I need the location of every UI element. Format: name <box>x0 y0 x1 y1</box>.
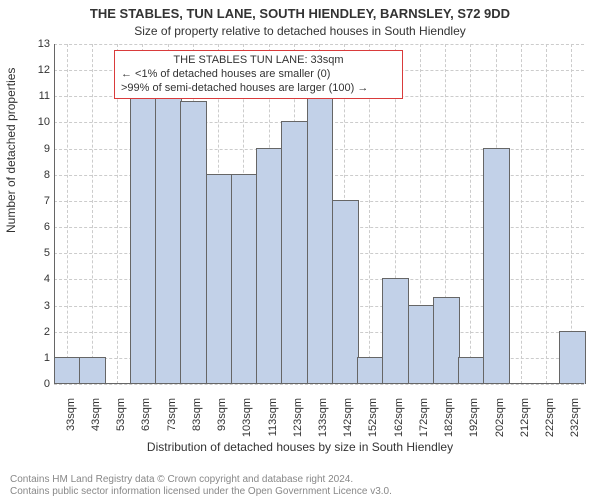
y-axis-line <box>54 44 55 384</box>
bar <box>433 297 460 384</box>
x-tick-label: 202sqm <box>494 398 506 437</box>
bar <box>180 101 207 384</box>
y-tick-label: 7 <box>28 195 50 207</box>
bar <box>332 200 359 384</box>
bar <box>458 357 485 384</box>
y-tick-label: 1 <box>28 352 50 364</box>
x-tick-label: 142sqm <box>342 398 354 437</box>
y-tick-label: 5 <box>28 247 50 259</box>
x-tick-label: 152sqm <box>367 398 379 437</box>
bar <box>281 121 308 384</box>
x-tick-label: 182sqm <box>443 398 455 437</box>
y-tick-label: 11 <box>28 90 50 102</box>
footer-line-1: Contains HM Land Registry data © Crown c… <box>10 474 590 486</box>
bar <box>130 95 157 384</box>
x-tick-label: 103sqm <box>241 398 253 437</box>
bar <box>408 305 435 384</box>
grid-line-h <box>54 384 584 385</box>
x-tick-label: 43sqm <box>90 398 102 431</box>
x-tick-label: 93sqm <box>216 398 228 431</box>
y-tick-label: 10 <box>28 116 50 128</box>
plot-area: THE STABLES TUN LANE: 33sqm← <1% of deta… <box>54 44 584 384</box>
y-tick-label: 9 <box>28 143 50 155</box>
y-tick-label: 12 <box>28 64 50 76</box>
grid-line-v <box>92 44 93 384</box>
y-axis-label: Number of detached properties <box>4 68 18 233</box>
x-tick-label: 113sqm <box>267 398 279 436</box>
bar <box>382 278 409 384</box>
x-tick-label: 83sqm <box>191 398 203 431</box>
grid-line-v <box>521 44 522 384</box>
chart-container: { "title": { "text": "THE STABLES, TUN L… <box>0 0 600 500</box>
x-axis-label: Distribution of detached houses by size … <box>0 440 600 454</box>
bar <box>206 174 233 384</box>
x-tick-label: 172sqm <box>418 398 430 437</box>
annotation-title: THE STABLES TUN LANE: 33sqm <box>121 54 396 68</box>
y-tick-label: 8 <box>28 169 50 181</box>
bar <box>54 357 81 384</box>
y-tick-label: 3 <box>28 300 50 312</box>
y-tick-label: 0 <box>28 378 50 390</box>
x-tick-label: 123sqm <box>292 398 304 437</box>
bar <box>307 69 334 384</box>
annotation-box: THE STABLES TUN LANE: 33sqm← <1% of deta… <box>114 50 403 99</box>
x-tick-label: 63sqm <box>140 398 152 431</box>
chart-title: THE STABLES, TUN LANE, SOUTH HIENDLEY, B… <box>0 6 600 21</box>
bar <box>256 148 283 384</box>
bar <box>357 357 384 384</box>
x-tick-label: 232sqm <box>569 398 581 437</box>
x-tick-label: 53sqm <box>115 398 127 431</box>
y-tick-label: 13 <box>28 38 50 50</box>
grid-line-v <box>546 44 547 384</box>
y-tick-label: 6 <box>28 221 50 233</box>
grid-line-v <box>470 44 471 384</box>
x-tick-label: 192sqm <box>468 398 480 437</box>
x-tick-label: 73sqm <box>166 398 178 431</box>
bar <box>231 174 258 384</box>
bar <box>155 95 182 384</box>
footer-attribution: Contains HM Land Registry data © Crown c… <box>10 474 590 497</box>
x-tick-label: 222sqm <box>544 398 556 437</box>
x-tick-label: 162sqm <box>393 398 405 437</box>
bar <box>79 357 106 384</box>
x-tick-label: 133sqm <box>317 398 329 437</box>
y-tick-label: 4 <box>28 273 50 285</box>
bar <box>559 331 586 384</box>
bar <box>483 148 510 384</box>
x-tick-label: 33sqm <box>65 398 77 431</box>
chart-subtitle: Size of property relative to detached ho… <box>0 24 600 38</box>
y-tick-label: 2 <box>28 326 50 338</box>
x-axis-line <box>54 383 584 384</box>
annotation-line-1: ← <1% of detached houses are smaller (0) <box>121 68 396 82</box>
footer-line-2: Contains public sector information licen… <box>10 486 590 498</box>
annotation-line-2: >99% of semi-detached houses are larger … <box>121 82 396 96</box>
grid-line-v <box>67 44 68 384</box>
x-tick-label: 212sqm <box>519 398 531 437</box>
